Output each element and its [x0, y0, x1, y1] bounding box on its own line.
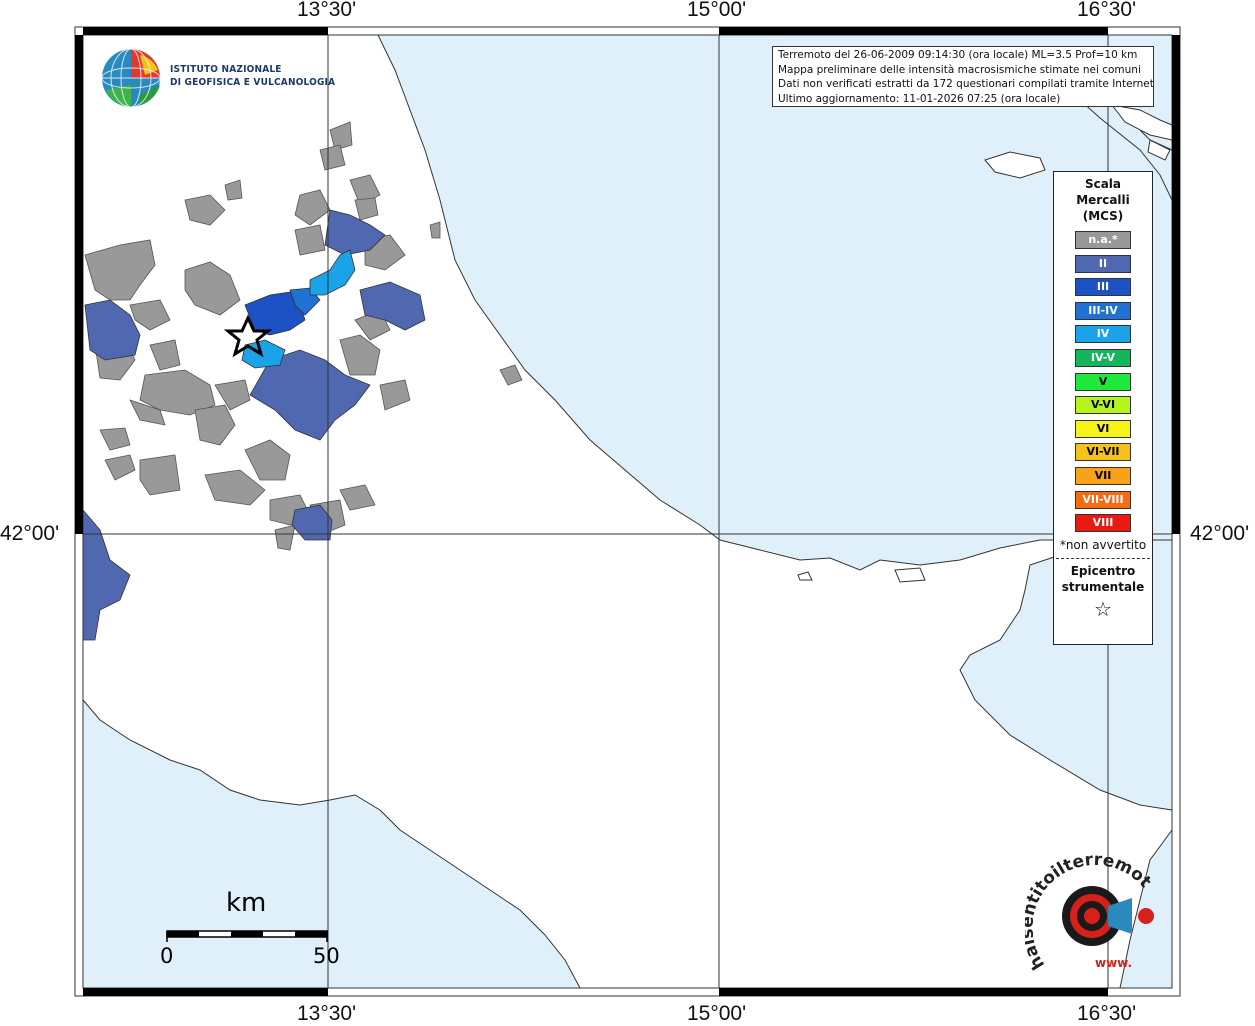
lon-label-1500-bottom: 15°00': [687, 1002, 747, 1025]
scale-max: 50: [313, 944, 340, 968]
badge-www: www.: [1095, 956, 1132, 970]
lon-label-1330-bottom: 13°30': [297, 1002, 357, 1025]
scale-min: 0: [160, 944, 174, 968]
scale-bar: [166, 930, 328, 942]
lon-label-1330-top: 13°30': [297, 0, 357, 21]
legend-swatch-iii: III: [1075, 278, 1131, 297]
lon-label-1630-bottom: 16°30': [1077, 1002, 1137, 1025]
lat-label-4200-right: 42°00': [1190, 522, 1250, 545]
legend-swatch-iv: IV: [1075, 325, 1131, 344]
legend-swatch-ii: II: [1075, 254, 1131, 273]
legend-swatch-v: V: [1075, 372, 1131, 391]
legend-title-1: Scala: [1084, 177, 1122, 191]
legend-separator: [1056, 557, 1150, 559]
institute-name: ISTITUTO NAZIONALE DI GEOFISICA E VULCAN…: [170, 63, 335, 89]
legend-title-3: (MCS): [1082, 209, 1124, 223]
info-line-3: Dati non verificati estratti da 172 ques…: [778, 78, 1154, 90]
legend-swatch-vii: VII: [1075, 466, 1131, 485]
institute-line-1: ISTITUTO NAZIONALE: [170, 64, 282, 75]
epicenter-star-icon: ☆: [1094, 596, 1112, 621]
badge-text: haisentitoilterremoto.it: [1025, 855, 1155, 973]
legend-swatch-v-vi: V-VI: [1075, 396, 1131, 415]
legend-note: *non avvertito: [1059, 537, 1147, 552]
event-info-box: Terremoto del 26-06-2009 09:14:30 (ora l…: [772, 46, 1154, 107]
legend-swatch-viii: VIII: [1075, 514, 1131, 533]
legend-swatch-vi: VI: [1075, 419, 1131, 438]
institute-line-2: DI GEOFISICA E VULCANOLOGIA: [170, 77, 336, 88]
tyrrhenian-sea: [82, 698, 581, 989]
epicenter-legend: Epicentro strumentale: [1054, 563, 1152, 595]
epicenter-star: [223, 314, 273, 358]
terremoto-badge-icon: [1062, 886, 1154, 946]
epicenter-label-1: Epicentro: [1070, 563, 1136, 578]
info-line-4: Ultimo aggiornamento: 11-01-2026 07:25 (…: [778, 92, 1061, 105]
legend-swatch-iii-iv: III-IV: [1075, 301, 1131, 320]
scale-unit: km: [226, 888, 267, 918]
legend-swatch-iv-v: IV-V: [1075, 348, 1131, 367]
legend-swatches: n.a.* II III III-IV IV IV-V V V-VI VI VI-VII VII VI…: [1054, 231, 1152, 533]
lon-label-1500-top: 15°00': [687, 0, 747, 21]
legend-swatch-vi-vii: VI-VII: [1075, 443, 1131, 462]
mcs-legend: Scala Mercalli (MCS) n.a.* II III III-IV IV I…: [1053, 171, 1153, 645]
legend-swatch-vii-viii: VII-VIII: [1075, 490, 1131, 509]
info-line-2: Mappa preliminare delle intensità macros…: [778, 63, 1141, 76]
legend-title-2: Mercalli: [1076, 193, 1130, 207]
terremoto-badge: haisentitoilterremoto.it www.: [1025, 855, 1155, 973]
epicenter-label-2: strumentale: [1061, 579, 1145, 594]
lon-label-1630-top: 16°30': [1077, 0, 1137, 21]
svg-text:haisentitoilterremoto.it: haisentitoilterremoto.it: [1025, 855, 1155, 973]
legend-title: Scala Mercalli (MCS): [1054, 176, 1152, 224]
lat-label-4200-left: 42°00': [0, 522, 60, 545]
ingv-logo-icon: [101, 48, 161, 108]
legend-swatch-n-a-: n.a.*: [1075, 231, 1131, 249]
info-line-1: Terremoto del 26-06-2009 09:14:30 (ora l…: [778, 49, 1138, 61]
